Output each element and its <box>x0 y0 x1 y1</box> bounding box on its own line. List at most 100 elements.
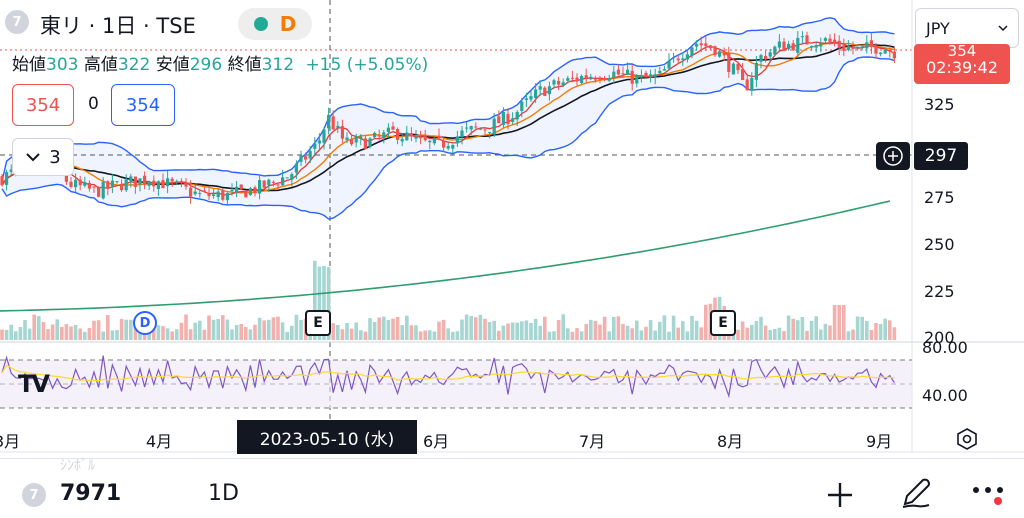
volume-bar <box>230 329 234 340</box>
volume-bar <box>78 328 82 340</box>
volume-bar <box>193 322 197 340</box>
volume-bar <box>860 316 864 340</box>
volume-bar <box>354 322 358 340</box>
indicators-toggle[interactable]: 3 <box>12 138 74 176</box>
candle-body <box>175 181 179 183</box>
price-tick-250: 250 <box>924 235 955 254</box>
candle-body <box>575 77 579 82</box>
volume-bar <box>372 321 377 340</box>
volume-bar <box>276 316 280 340</box>
candle-body <box>552 80 556 85</box>
candle-body <box>405 132 409 141</box>
candle-body <box>115 181 119 183</box>
currency-selector[interactable]: JPY <box>915 8 1019 48</box>
draw-button[interactable] <box>896 473 936 513</box>
price-tick-275: 275 <box>924 188 955 207</box>
candle-body <box>667 60 671 69</box>
volume-bar <box>18 327 23 340</box>
crosshair-add-button[interactable] <box>876 142 910 170</box>
volume-bar <box>441 319 446 340</box>
candle-body <box>414 136 418 139</box>
volume-bar <box>322 266 326 340</box>
chart-title[interactable]: 東リ · 1日 · TSE <box>40 14 196 38</box>
price-tick-200: 200 <box>924 328 955 347</box>
volume-bar <box>763 325 768 340</box>
volume-bar <box>593 320 598 340</box>
candle-body <box>340 126 344 139</box>
candle-body <box>327 114 331 129</box>
interval-button[interactable]: 1D <box>208 481 239 506</box>
candle-body <box>336 125 340 128</box>
volume-bar <box>607 331 611 340</box>
change-value: +15 (+5.05%) <box>305 55 429 75</box>
volume-bar <box>405 315 409 340</box>
candle-body <box>221 190 225 200</box>
dividend-marker[interactable]: D <box>133 311 157 335</box>
volume-bar <box>851 329 855 340</box>
volume-bar <box>290 325 294 340</box>
candle-body <box>202 190 206 192</box>
candle-body <box>419 137 423 139</box>
candle-body <box>773 46 777 55</box>
hexagon-settings-icon <box>957 428 977 450</box>
volume-bar <box>501 325 506 340</box>
volume-bar <box>110 330 115 340</box>
candle-body <box>662 69 666 71</box>
candle-body <box>589 76 593 80</box>
candle-body <box>511 118 515 122</box>
candle-body <box>143 175 147 185</box>
candle-body <box>529 96 533 100</box>
chart-settings-button[interactable] <box>952 424 982 454</box>
volume-bar <box>538 325 542 340</box>
candle-body <box>166 178 170 187</box>
volume-bar <box>271 317 276 340</box>
volume-bar <box>575 328 579 340</box>
order-quantity[interactable]: 0 <box>88 94 99 114</box>
volume-bar <box>83 331 87 340</box>
candle-body <box>304 156 308 160</box>
more-button[interactable] <box>968 479 1008 509</box>
volume-bar <box>207 315 211 340</box>
candle-body <box>639 75 643 78</box>
volume-bar <box>865 320 869 340</box>
low-label: 安値 <box>155 55 190 75</box>
volume-bar <box>579 331 584 340</box>
earnings-marker[interactable]: E <box>305 310 331 336</box>
candle-body <box>455 136 459 144</box>
indicator-count: 3 <box>49 146 61 168</box>
candle-body <box>179 180 183 183</box>
candle-body <box>524 98 528 100</box>
volume-bar <box>483 318 487 340</box>
ticker-button[interactable]: 7971 <box>60 481 122 506</box>
volume-bar <box>423 330 427 340</box>
candle-body <box>851 47 855 49</box>
candle-body <box>345 137 349 140</box>
candle-body <box>777 41 781 48</box>
market-status-pill[interactable]: D <box>238 8 312 40</box>
sell-button[interactable]: 354 <box>12 84 74 126</box>
market-open-dot-icon <box>253 17 268 31</box>
buy-button[interactable]: 354 <box>111 84 175 126</box>
volume-bar <box>754 320 759 340</box>
candle-body <box>676 58 680 61</box>
tradingview-logo: TV <box>18 370 50 398</box>
candle-body <box>501 112 505 125</box>
candle-body <box>331 116 335 130</box>
candle-body <box>359 136 363 139</box>
volume-bar <box>869 329 874 340</box>
volume-bar <box>759 316 763 340</box>
candle-body <box>382 132 386 139</box>
volume-bar <box>773 328 777 340</box>
volume-bar <box>460 319 464 340</box>
time-tick-aug: 8月 <box>717 432 744 451</box>
candle-body <box>534 89 538 99</box>
earnings-marker[interactable]: E <box>710 310 736 336</box>
volume-bar <box>363 331 368 340</box>
volume-bar <box>244 327 248 340</box>
candle-body <box>874 45 878 54</box>
volume-bar <box>225 319 230 340</box>
add-button[interactable] <box>822 477 858 513</box>
volume-bar <box>782 331 786 340</box>
currency-label: JPY <box>926 18 950 38</box>
